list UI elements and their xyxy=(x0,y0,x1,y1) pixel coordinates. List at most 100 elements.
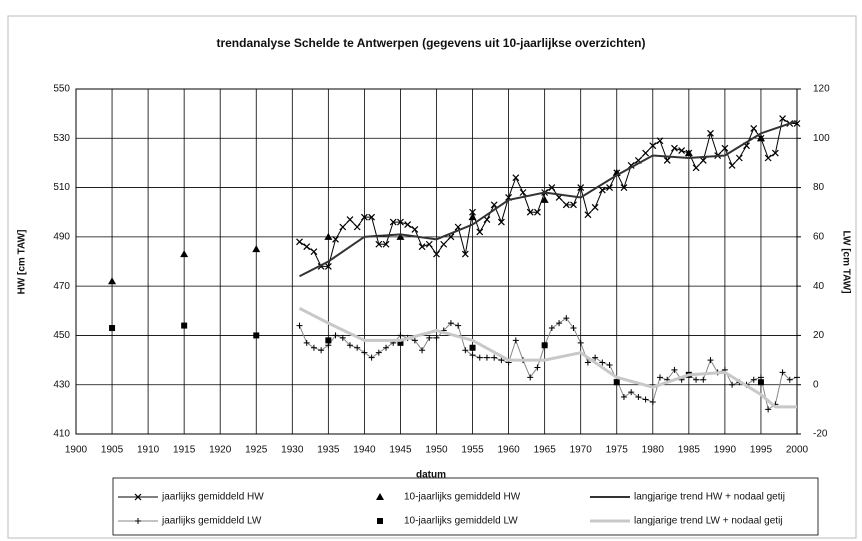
marker xyxy=(296,322,303,329)
x-tick-label: 1900 xyxy=(65,445,88,456)
marker xyxy=(491,354,498,361)
marker xyxy=(584,359,591,366)
marker xyxy=(325,337,332,344)
marker xyxy=(541,342,548,349)
x-tick-label: 1970 xyxy=(570,445,593,456)
series-line xyxy=(298,306,797,409)
x-tick-label: 1995 xyxy=(750,445,773,456)
marker xyxy=(411,226,419,233)
x-tick-label: 1945 xyxy=(389,445,412,456)
chart-frame xyxy=(7,15,857,539)
marker xyxy=(339,334,346,341)
series-line xyxy=(299,120,798,278)
marker xyxy=(707,357,714,364)
marker xyxy=(346,216,354,224)
x-tick-label: 1920 xyxy=(209,445,232,456)
marker xyxy=(756,134,765,142)
x-tick-label: 1905 xyxy=(101,445,124,456)
series-line xyxy=(299,317,798,411)
marker xyxy=(109,325,116,332)
marker xyxy=(765,406,772,413)
marker xyxy=(786,376,793,383)
y-tick-label: 550 xyxy=(53,84,70,95)
marker xyxy=(534,208,541,216)
marker xyxy=(649,142,657,150)
marker xyxy=(556,320,563,327)
marker xyxy=(440,240,448,248)
marker xyxy=(476,228,484,236)
marker xyxy=(598,186,606,194)
marker xyxy=(425,240,433,248)
marker xyxy=(620,394,627,401)
chart-title: trendanalyse Schelde te Antwerpen (gegev… xyxy=(216,36,645,50)
marker xyxy=(383,344,390,351)
marker xyxy=(512,337,519,344)
x-tick-label: 1990 xyxy=(714,445,737,456)
marker xyxy=(678,147,686,155)
marker xyxy=(419,347,426,354)
marker xyxy=(548,184,556,191)
marker xyxy=(361,349,368,356)
marker xyxy=(606,362,613,368)
marker xyxy=(729,381,736,388)
marker xyxy=(563,315,570,322)
marker xyxy=(620,184,628,191)
marker xyxy=(635,394,642,401)
marker xyxy=(548,325,555,332)
marker xyxy=(663,157,671,164)
marker xyxy=(353,223,361,231)
marker xyxy=(404,221,412,228)
marker xyxy=(700,376,707,383)
x-axis-label: datum xyxy=(416,470,446,481)
marker xyxy=(577,184,585,191)
marker xyxy=(303,243,311,251)
marker xyxy=(476,354,483,361)
legend-label: jaarlijks gemiddeld LW xyxy=(161,516,262,527)
marker xyxy=(642,396,649,403)
series-line xyxy=(299,117,797,267)
x-tick-label: 1910 xyxy=(137,445,160,456)
marker xyxy=(354,344,361,351)
y2-tick-label: 60 xyxy=(813,231,825,242)
marker xyxy=(599,359,606,366)
marker xyxy=(310,248,318,256)
marker xyxy=(483,216,491,224)
marker xyxy=(707,129,714,137)
marker xyxy=(750,125,758,132)
marker xyxy=(750,376,757,383)
marker xyxy=(779,369,786,376)
legend-marker xyxy=(134,493,142,501)
x-tick-label: 1950 xyxy=(425,445,448,456)
marker xyxy=(447,320,454,327)
marker xyxy=(332,235,339,243)
legend-label: langjarige trend LW + nodaal getij xyxy=(634,516,783,527)
marker xyxy=(382,240,390,248)
marker xyxy=(469,344,476,351)
marker xyxy=(794,374,800,381)
marker xyxy=(642,149,650,157)
marker xyxy=(310,344,317,351)
y2-tick-label: 120 xyxy=(813,84,830,95)
y-tick-label: 450 xyxy=(53,330,70,341)
x-tick-label: 1955 xyxy=(461,445,484,456)
marker xyxy=(426,334,433,341)
marker xyxy=(497,218,505,226)
legend-label: 10-jaarlijks gemiddeld LW xyxy=(404,516,518,527)
y-tick-label: 490 xyxy=(53,231,70,242)
marker xyxy=(534,364,541,371)
y2-tick-label: 100 xyxy=(813,133,830,144)
marker xyxy=(181,322,188,329)
y2-tick-label: 40 xyxy=(813,281,825,292)
marker xyxy=(180,250,189,258)
y2-tick-label: -20 xyxy=(813,429,828,440)
marker xyxy=(721,144,729,152)
marker xyxy=(455,322,462,329)
marker xyxy=(296,238,303,246)
marker xyxy=(592,354,599,361)
marker xyxy=(253,332,260,339)
marker xyxy=(411,337,418,344)
legend-marker xyxy=(135,518,141,524)
marker xyxy=(527,374,534,381)
marker xyxy=(771,149,779,157)
